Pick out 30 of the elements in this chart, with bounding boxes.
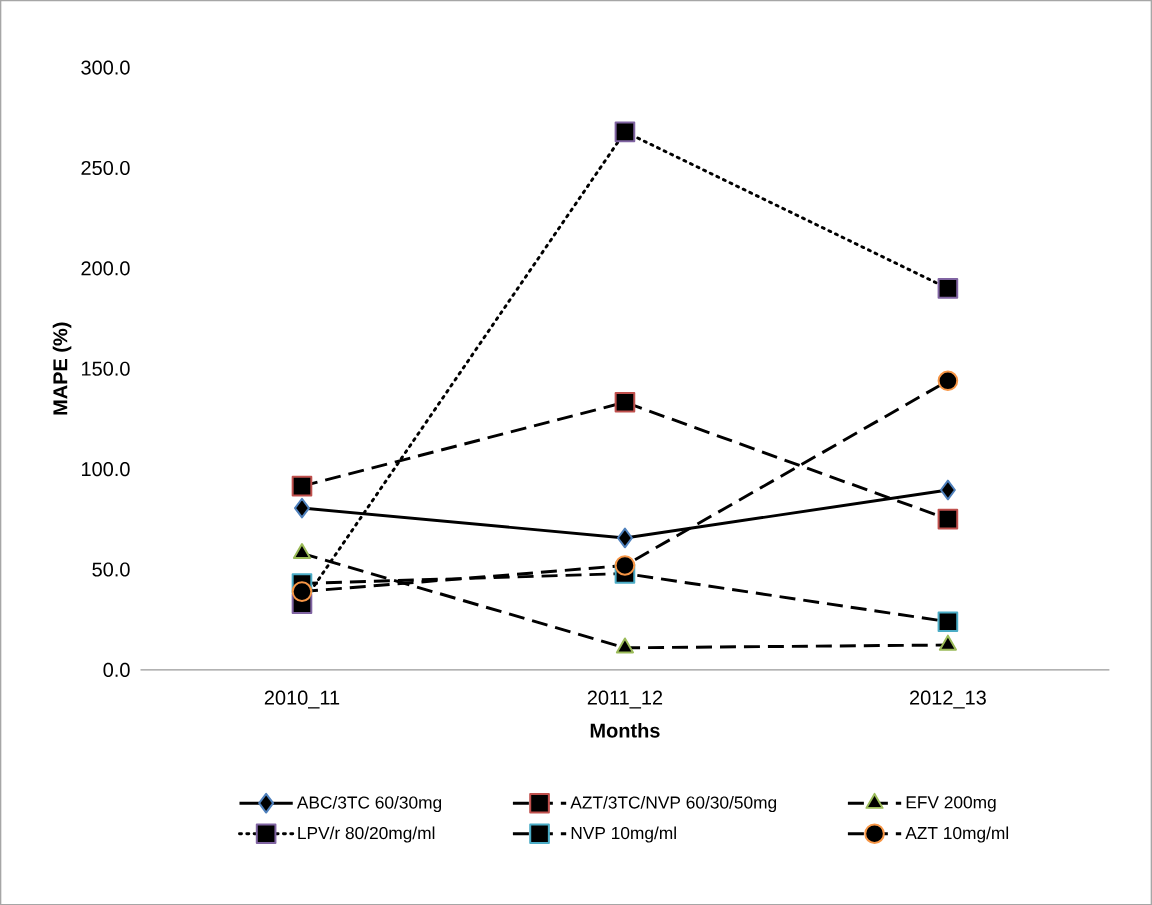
legend-label: AZT/3TC/NVP 60/30/50mg [570,795,777,812]
y-tick-label: 150.0 [82,361,130,376]
point [937,611,959,632]
point [937,508,959,530]
y-tick-label: 100.0 [82,461,130,477]
point [293,497,310,519]
point [291,581,313,602]
x-axis-title: Months [590,722,660,738]
point [937,370,959,391]
y-tick-label: 0.0 [103,662,130,677]
x-tick-label: 2010_11 [264,690,340,709]
y-tick-label: 200.0 [81,261,130,276]
point [291,475,313,497]
point [937,277,959,299]
point [616,527,633,549]
legend-label: ABC/3TC 60/30mg [296,795,442,812]
legend-label: NVP 10mg/ml [571,826,676,843]
legend-label: EFV 200mg [906,796,996,812]
y-tick-label: 250.0 [81,160,130,175]
point [614,121,636,143]
legend-label: AZT 10mg/ml [905,826,1009,843]
point [939,479,956,501]
legend-label: LPV/r 80/20mg/ml [298,826,435,843]
point [614,391,636,413]
y-tick-label: 300.0 [81,60,130,75]
y-tick-label: 50.0 [92,562,130,577]
point [614,555,636,576]
y-axis-title: MAPE (%) [52,322,72,415]
x-tick-label: 2011_12 [587,690,663,709]
x-tick-label: 2012_13 [910,690,986,709]
